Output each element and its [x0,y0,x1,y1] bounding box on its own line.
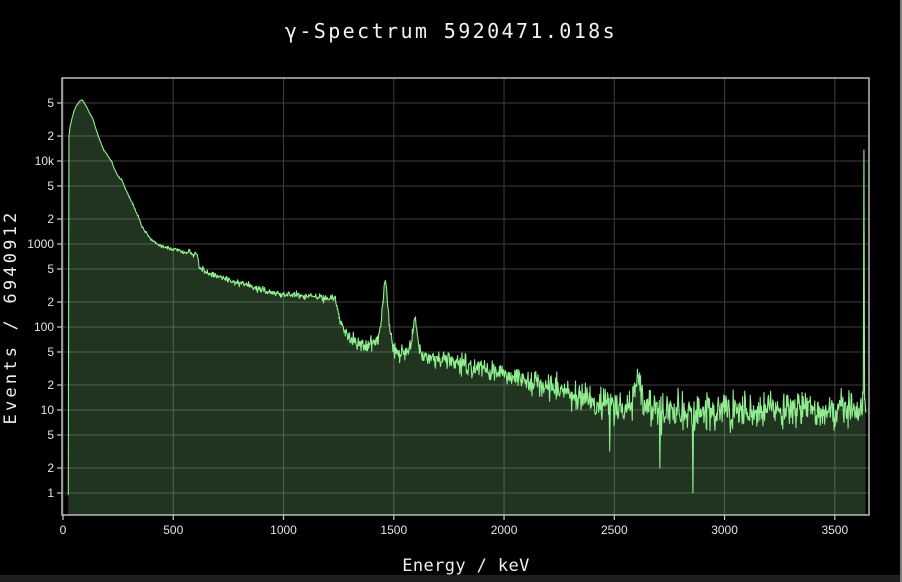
y-tick-label: 5 [47,345,54,359]
y-tick-label: 5 [47,428,54,442]
y-tick-label: 1000 [27,237,54,251]
x-tick-label: 1000 [270,523,297,537]
spectrum-series [67,99,867,515]
y-tick-label: 2 [47,129,54,143]
y-tick-label: 10k [35,154,55,168]
scrollbar-right-edge[interactable] [900,0,902,582]
window-bottom-edge [0,575,902,582]
y-tick-label: 5 [47,96,54,110]
x-tick-label: 3000 [711,523,738,537]
y-axis-title: Events / 6940912 [1,210,21,425]
x-tick-label: 1500 [380,523,407,537]
y-tick-label: 2 [47,378,54,392]
y-tick-label: 5 [47,179,54,193]
x-tick-label: 500 [163,523,183,537]
x-tick-label: 2000 [491,523,518,537]
plot-border [61,77,870,516]
chart-title: γ-Spectrum 5920471.018s [285,19,617,43]
y-tick-label: 100 [34,320,54,334]
x-tick-label: 3500 [821,523,848,537]
y-tick-label: 2 [47,461,54,475]
axes: 0 500 1000 1500 2000 2500 3000 3500 1 2 5 10 2 5 100 2 5… [27,96,848,537]
x-tick-label: 0 [60,523,67,537]
x-axis-title: Energy / keV [402,556,530,576]
grid-layer [62,78,869,515]
y-tick-label: 10 [41,403,55,417]
y-tick-label: 2 [47,212,54,226]
plot-area[interactable] [62,78,869,515]
y-tick-label: 1 [47,486,54,500]
spectrum-line [67,99,867,496]
y-tick-label: 2 [47,295,54,309]
y-tick-label: 5 [47,262,54,276]
x-tick-label: 2500 [601,523,628,537]
